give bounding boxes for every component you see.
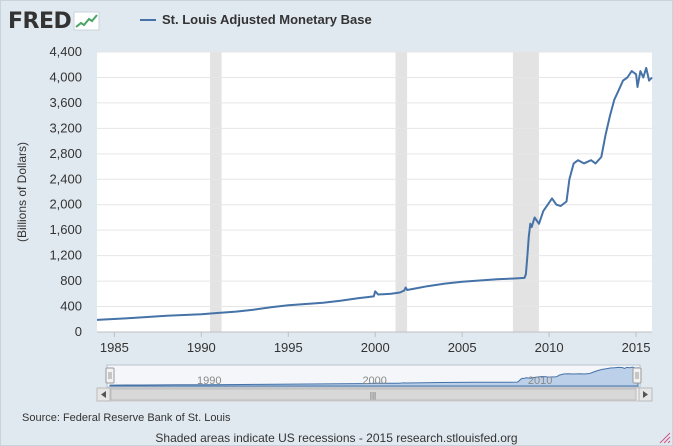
navigator-year-label: 2010 [528, 375, 552, 387]
navigator-year-label: 2000 [362, 375, 386, 387]
y-tick-label: 4,400 [49, 44, 82, 59]
resize-grip-icon[interactable] [659, 432, 671, 444]
navigator-series [109, 366, 639, 387]
y-tick-label: 1,200 [49, 248, 82, 263]
navigator-left-handle[interactable] [105, 367, 115, 384]
x-tick-label: 2015 [622, 340, 651, 355]
navigator-right-handle[interactable] [632, 367, 642, 384]
x-tick-label: 1985 [100, 340, 129, 355]
source-note: Source: Federal Reserve Bank of St. Loui… [22, 412, 231, 424]
y-axis-label: (Billions of Dollars) [15, 142, 29, 242]
arrow-right-icon[interactable] [638, 387, 653, 402]
legend-label: St. Louis Adjusted Monetary Base [162, 12, 372, 27]
y-tick-label: 3,200 [49, 120, 82, 135]
scrollbar-grip: ||| [370, 391, 376, 400]
y-tick-label: 400 [60, 299, 82, 314]
navigator-year-label: 1990 [197, 375, 221, 387]
y-tick-label: 3,600 [49, 95, 82, 110]
recession-note[interactable]: Shaded areas indicate US recessions - 20… [155, 431, 518, 445]
y-tick-label: 2,000 [49, 197, 82, 212]
y-tick-label: 2,800 [49, 146, 82, 161]
scrollbar-thumb[interactable] [110, 388, 637, 401]
x-tick-label: 2010 [535, 340, 564, 355]
y-tick-label: 0 [75, 324, 82, 339]
series-line[interactable] [96, 66, 653, 321]
x-tick-label: 2005 [448, 340, 477, 355]
y-tick-label: 4,000 [49, 69, 82, 84]
legend[interactable]: St. Louis Adjusted Monetary Base [140, 12, 372, 27]
recession-band [395, 52, 408, 332]
x-tick-label: 1990 [187, 340, 216, 355]
x-tick-label: 2000 [361, 340, 390, 355]
arrow-left-icon[interactable] [96, 387, 111, 402]
y-tick-label: 2,400 [49, 171, 82, 186]
y-tick-label: 800 [60, 273, 82, 288]
fred-logo[interactable]: FRED [8, 6, 101, 36]
y-tick-label: 1,600 [49, 222, 82, 237]
legend-swatch [140, 18, 156, 21]
recession-band [210, 52, 222, 332]
plot-area [97, 52, 652, 332]
logo-text: FRED [8, 8, 72, 34]
recession-band [512, 52, 539, 332]
trend-chart-icon [73, 11, 100, 31]
x-tick-label: 1995 [274, 340, 303, 355]
